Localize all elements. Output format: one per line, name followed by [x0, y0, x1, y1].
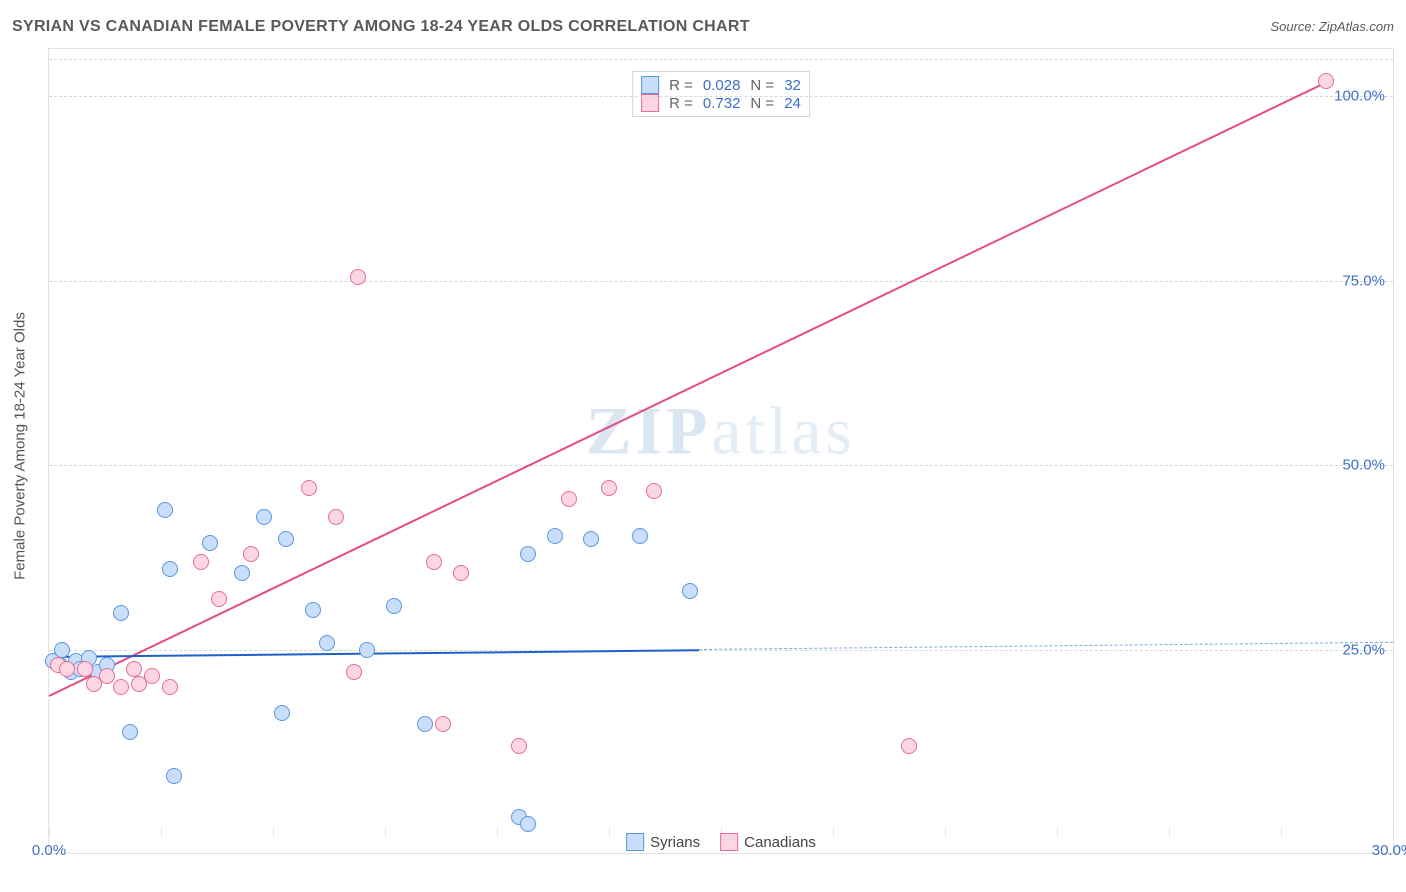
- gridline: [49, 59, 1393, 60]
- plot-frame: ZIPatlas R = 0.028 N = 32 R = 0.732 N = …: [48, 48, 1394, 854]
- r-value-syrians: 0.028: [703, 77, 741, 94]
- r-label: R =: [669, 77, 693, 94]
- gridline: [49, 465, 1393, 466]
- data-point-syrians: [547, 528, 563, 544]
- data-point-canadians: [211, 591, 227, 607]
- data-point-syrians: [278, 531, 294, 547]
- trend-line: [49, 81, 1327, 696]
- data-point-canadians: [113, 679, 129, 695]
- series-legend: Syrians Canadians: [626, 833, 816, 851]
- data-point-syrians: [682, 583, 698, 599]
- x-tick: [49, 828, 50, 836]
- trend-line: [699, 642, 1393, 650]
- data-point-syrians: [274, 705, 290, 721]
- watermark-bold: ZIP: [586, 393, 711, 469]
- n-label: N =: [750, 95, 774, 112]
- chart-header: SYRIAN VS CANADIAN FEMALE POVERTY AMONG …: [12, 18, 1394, 36]
- y-tick-label: 50.0%: [1342, 457, 1385, 474]
- data-point-canadians: [561, 491, 577, 507]
- data-point-canadians: [243, 546, 259, 562]
- source-name: ZipAtlas.com: [1319, 19, 1394, 34]
- y-axis-label: Female Poverty Among 18-24 Year Olds: [12, 312, 29, 580]
- chart-title: SYRIAN VS CANADIAN FEMALE POVERTY AMONG …: [12, 18, 750, 36]
- data-point-canadians: [435, 716, 451, 732]
- legend-row-syrians: R = 0.028 N = 32: [641, 76, 801, 94]
- x-tick: [1057, 828, 1058, 836]
- data-point-syrians: [113, 605, 129, 621]
- swatch-syrians: [641, 76, 659, 94]
- data-point-canadians: [511, 738, 527, 754]
- data-point-syrians: [417, 716, 433, 732]
- data-point-syrians: [386, 598, 402, 614]
- data-point-syrians: [583, 531, 599, 547]
- legend-item-canadians: Canadians: [720, 833, 816, 851]
- data-point-syrians: [305, 602, 321, 618]
- data-point-syrians: [256, 509, 272, 525]
- data-point-syrians: [54, 642, 70, 658]
- data-point-canadians: [346, 664, 362, 680]
- data-point-syrians: [234, 565, 250, 581]
- data-point-syrians: [162, 561, 178, 577]
- gridline: [49, 96, 1393, 97]
- n-label: N =: [750, 77, 774, 94]
- gridline: [49, 281, 1393, 282]
- n-value-canadians: 24: [784, 95, 801, 112]
- data-point-syrians: [359, 642, 375, 658]
- data-point-canadians: [328, 509, 344, 525]
- y-tick-label: 100.0%: [1334, 87, 1385, 104]
- data-point-syrians: [319, 635, 335, 651]
- data-point-canadians: [144, 668, 160, 684]
- legend-item-syrians: Syrians: [626, 833, 700, 851]
- data-point-syrians: [632, 528, 648, 544]
- x-tick: [273, 828, 274, 836]
- x-tick: [385, 828, 386, 836]
- x-tick: [1169, 828, 1170, 836]
- x-tick: [161, 828, 162, 836]
- watermark-light: atlas: [711, 393, 856, 469]
- data-point-canadians: [77, 661, 93, 677]
- source-prefix: Source:: [1270, 19, 1318, 34]
- data-point-canadians: [301, 480, 317, 496]
- data-point-canadians: [646, 483, 662, 499]
- data-point-syrians: [202, 535, 218, 551]
- source-attribution: Source: ZipAtlas.com: [1270, 19, 1394, 34]
- x-tick: [1393, 828, 1394, 836]
- r-value-canadians: 0.732: [703, 95, 741, 112]
- data-point-syrians: [520, 816, 536, 832]
- data-point-canadians: [193, 554, 209, 570]
- x-tick: [833, 828, 834, 836]
- n-value-syrians: 32: [784, 77, 801, 94]
- watermark: ZIPatlas: [586, 392, 856, 471]
- x-tick-label: 0.0%: [32, 842, 66, 859]
- correlation-legend: R = 0.028 N = 32 R = 0.732 N = 24: [632, 71, 810, 117]
- x-tick: [945, 828, 946, 836]
- data-point-canadians: [601, 480, 617, 496]
- data-point-canadians: [350, 269, 366, 285]
- gridline: [49, 650, 1393, 651]
- data-point-canadians: [126, 661, 142, 677]
- x-tick: [1281, 828, 1282, 836]
- data-point-canadians: [901, 738, 917, 754]
- data-point-syrians: [166, 768, 182, 784]
- plot-area: ZIPatlas R = 0.028 N = 32 R = 0.732 N = …: [49, 59, 1393, 835]
- data-point-canadians: [162, 679, 178, 695]
- data-point-canadians: [59, 661, 75, 677]
- data-point-canadians: [99, 668, 115, 684]
- data-point-canadians: [1318, 73, 1334, 89]
- swatch-canadians: [720, 833, 738, 851]
- data-point-syrians: [520, 546, 536, 562]
- y-tick-label: 75.0%: [1342, 272, 1385, 289]
- x-tick: [497, 828, 498, 836]
- swatch-syrians: [626, 833, 644, 851]
- data-point-canadians: [453, 565, 469, 581]
- x-tick: [609, 828, 610, 836]
- data-point-syrians: [122, 724, 138, 740]
- legend-label-syrians: Syrians: [650, 834, 700, 851]
- y-tick-label: 25.0%: [1342, 642, 1385, 659]
- x-tick-label: 30.0%: [1372, 842, 1406, 859]
- data-point-canadians: [426, 554, 442, 570]
- data-point-syrians: [157, 502, 173, 518]
- legend-label-canadians: Canadians: [744, 834, 816, 851]
- r-label: R =: [669, 95, 693, 112]
